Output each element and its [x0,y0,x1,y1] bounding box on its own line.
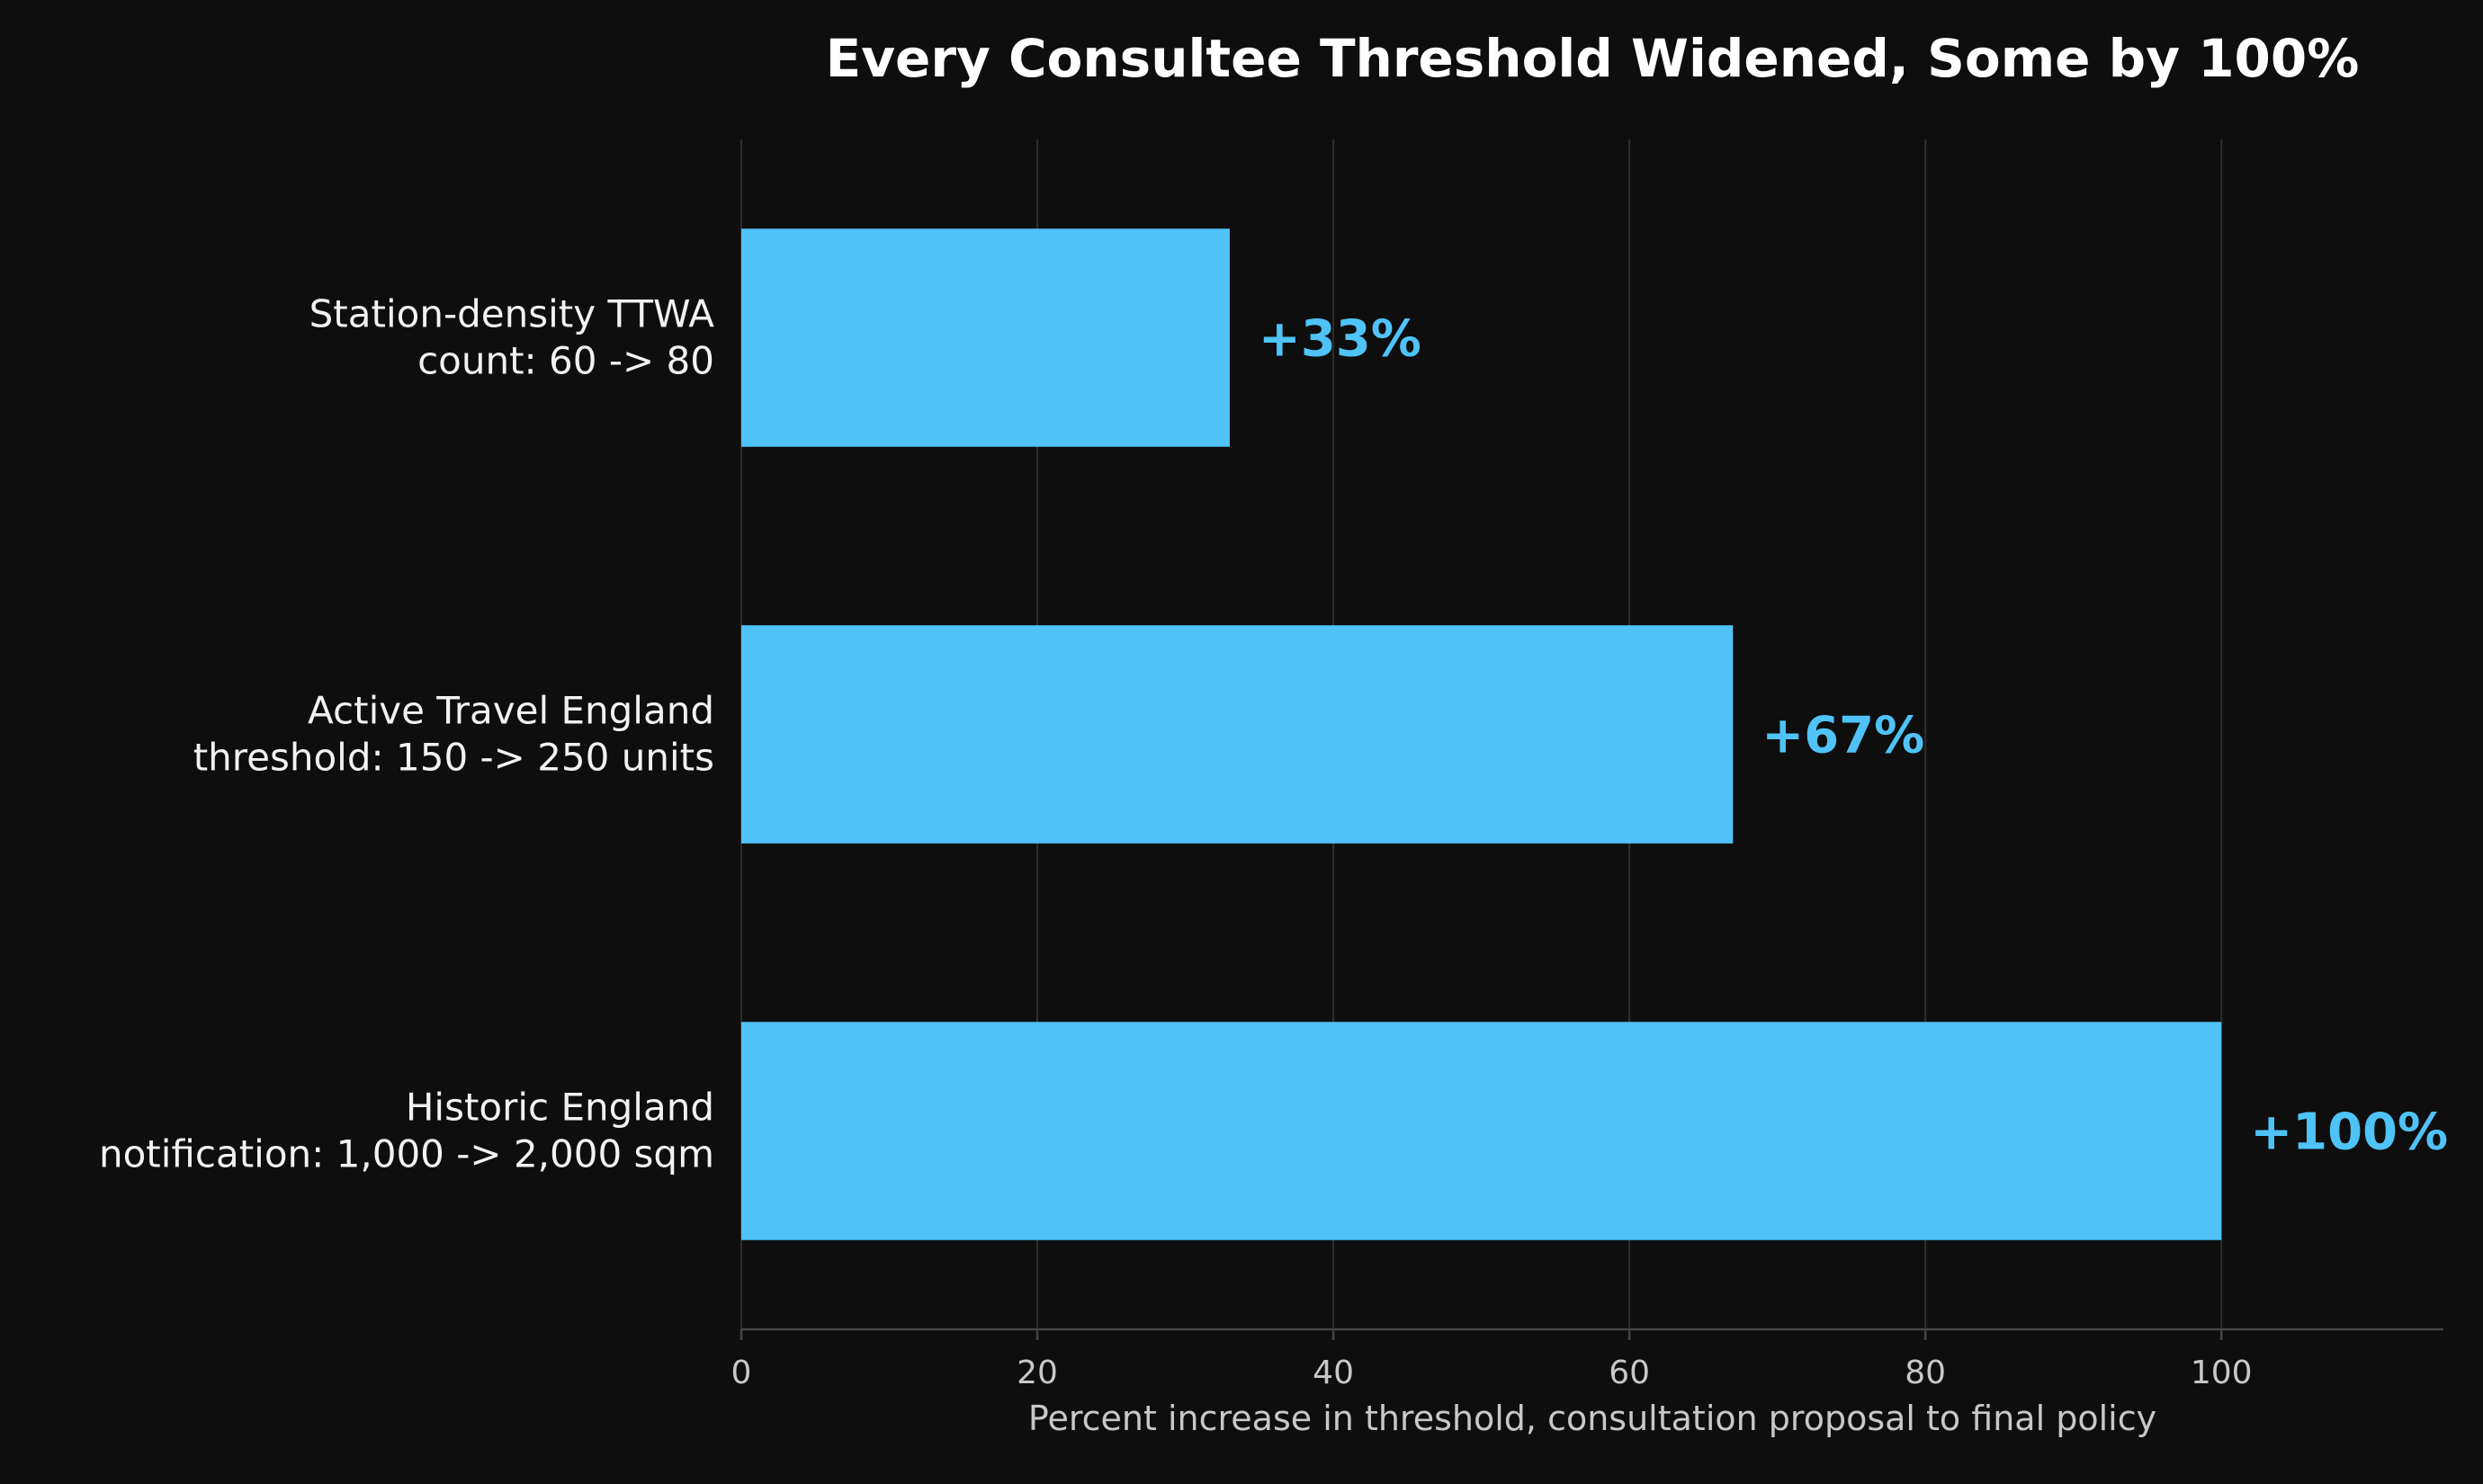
category-label-line: count: 60 -> 80 [417,339,714,383]
x-tick-label: 60 [1609,1354,1650,1391]
bar [741,625,1734,844]
chart-title: Every Consultee Threshold Widened, Some … [826,28,2360,89]
x-tick-label: 100 [2191,1354,2253,1391]
bar [741,1022,2222,1240]
x-tick-label: 0 [731,1354,752,1391]
category-label-line: threshold: 150 -> 250 units [193,736,714,780]
category-label-line: Station-density TTWA [309,292,715,336]
bar-value-label: +33% [1259,310,1421,369]
x-tick-label: 80 [1905,1354,1946,1391]
category-label-line: Historic England [406,1086,714,1130]
category-label: Active Travel England threshold: 150 -> 2… [193,689,714,780]
x-tick-label: 20 [1017,1354,1058,1391]
x-axis: 0 20 40 60 80 100 [731,1328,2443,1391]
category-label: Historic England notification: 1,000 -> 2… [99,1086,714,1176]
bar-value-label: +100% [2250,1104,2448,1162]
category-label-line: notification: 1,000 -> 2,000 sqm [99,1132,714,1176]
bar [741,228,1230,447]
bars: +33% +67% +100% [741,228,2448,1240]
category-label: Station-density TTWA count: 60 -> 80 [309,292,715,383]
x-tick-label: 40 [1313,1354,1354,1391]
category-labels: Station-density TTWA count: 60 -> 80 Activ… [99,292,714,1176]
category-label-line: Active Travel England [308,689,714,733]
bar-value-label: +67% [1761,707,1924,765]
x-axis-label: Percent increase in threshold, consultat… [1028,1399,2156,1438]
